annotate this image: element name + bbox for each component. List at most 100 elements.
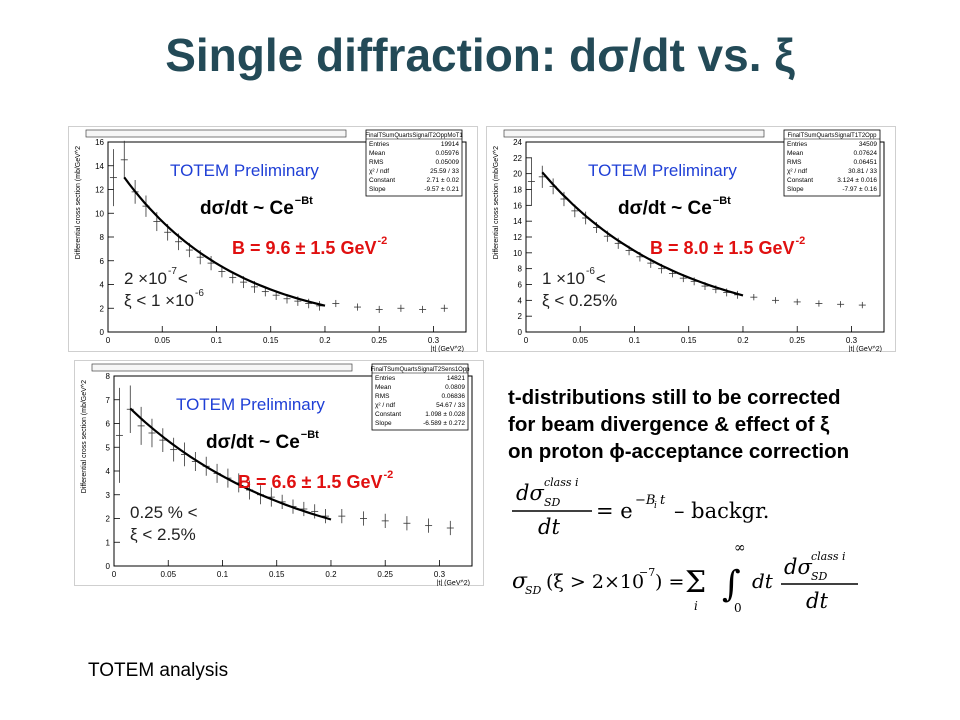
stats-value: 0.07624 — [854, 150, 878, 157]
x-tick-label: 0.2 — [737, 336, 749, 345]
stats-label: Mean — [375, 384, 392, 391]
stats-value: 19914 — [441, 141, 459, 148]
y-tick-label: 4 — [106, 467, 111, 476]
stats-label: Entries — [369, 141, 390, 148]
label-range-upper: ξ < 2.5% — [130, 525, 196, 544]
f2-int-lower: 0 — [734, 601, 742, 615]
label-range-lower: 0.25 % < — [130, 503, 198, 522]
y-tick-label: 18 — [513, 186, 522, 195]
label-preliminary: TOTEM Preliminary — [170, 161, 319, 180]
stats-label: RMS — [369, 159, 384, 166]
label-slope-B-exponent: -2 — [795, 235, 805, 247]
label-range-lower-tail: < — [596, 269, 606, 288]
y-tick-label: 20 — [513, 170, 522, 179]
y-tick-label: 8 — [518, 265, 523, 274]
y-tick-label: 16 — [95, 138, 104, 147]
stats-value: 0.05009 — [436, 159, 460, 166]
y-tick-label: 8 — [100, 233, 105, 242]
f1-den: dt — [538, 515, 560, 539]
stats-box — [365, 129, 463, 197]
stats-label: Mean — [787, 150, 804, 157]
f2-dt: dt — [752, 569, 774, 593]
stats-value: -7.97 ± 0.16 — [842, 186, 877, 193]
y-tick-label: 4 — [518, 296, 523, 305]
stats-value: 25.59 / 33 — [430, 168, 459, 175]
label-slope-B: B = 8.0 ± 1.5 GeV — [650, 238, 794, 258]
stats-label: χ² / ndf — [369, 168, 389, 175]
stats-box — [371, 363, 469, 431]
stats-title: FinalTSumQuartsSignalT2OppMoT1 — [365, 133, 463, 139]
f1-tail: – backgr. — [674, 499, 769, 523]
f2-int-upper: ∞ — [734, 540, 746, 556]
stats-value: 14821 — [447, 375, 465, 382]
stats-label: χ² / ndf — [787, 168, 807, 175]
label-formula-exponent: −Bt — [295, 195, 313, 207]
stats-label: Slope — [787, 186, 804, 193]
stats-value: 3.124 ± 0.016 — [837, 177, 877, 184]
stats-label: Entries — [787, 141, 808, 148]
f2-den: dt — [806, 589, 828, 613]
label-slope-B: B = 6.6 ± 1.5 GeV — [238, 472, 382, 492]
f2-cond: (ξ > 2×10 — [546, 571, 644, 593]
y-tick-label: 5 — [106, 443, 111, 452]
label-formula-exponent: −Bt — [301, 429, 319, 441]
label-preliminary: TOTEM Preliminary — [588, 161, 737, 180]
label-range-upper: ξ < 1 ×10 — [124, 291, 194, 310]
y-tick-label: 6 — [518, 281, 523, 290]
stats-value: 0.06451 — [854, 159, 878, 166]
y-tick-label: 6 — [100, 257, 105, 266]
header-box — [503, 129, 765, 138]
y-tick-label: 16 — [513, 201, 522, 210]
f2-sigma-sub: SD — [525, 584, 542, 597]
label-range-lower-tail: < — [178, 269, 188, 288]
label-range-upper: ξ < 0.25% — [542, 291, 617, 310]
x-axis-label: |t| (GeV^2) — [437, 580, 470, 586]
x-tick-label: 0.25 — [789, 336, 805, 345]
f2-cond-close: ) = — [655, 571, 684, 593]
label-range-lower: 1 ×10 — [542, 269, 585, 288]
f1-rhs: = e — [596, 499, 633, 523]
stats-label: Constant — [375, 411, 401, 418]
x-tick-label: 0.25 — [377, 570, 393, 579]
note-line-3: on proton ϕ-acceptance correction — [508, 440, 850, 463]
f2-num-sup: class i — [811, 550, 846, 563]
f1-num: dσ — [516, 481, 544, 505]
slide-title: Single diffraction: dσ/dt vs. ξ — [165, 29, 795, 81]
f1-exp-t: t — [660, 493, 666, 508]
y-tick-label: 3 — [106, 491, 111, 500]
y-tick-label: 4 — [100, 281, 105, 290]
y-tick-label: 7 — [106, 396, 111, 405]
x-tick-label: 0.15 — [681, 336, 697, 345]
stats-label: RMS — [375, 393, 390, 400]
label-slope-B-exponent: -2 — [383, 469, 393, 481]
f1-exp-sub: i — [654, 501, 657, 511]
y-tick-label: 2 — [100, 304, 105, 313]
x-tick-label: 0.2 — [319, 336, 331, 345]
header-box — [91, 363, 353, 372]
f2-num: dσ — [784, 555, 812, 579]
chart-panel-1: 0 0.05 0.1 0.15 0.2 0.25 0.3 0 2 4 6 8 10 12 14 16 |t| (… — [68, 126, 478, 352]
stats-label: Constant — [369, 177, 395, 184]
stats-value: 1.098 ± 0.028 — [425, 411, 465, 418]
stats-title: FinalTSumQuartsSignalT2Sens1Opp — [370, 367, 470, 373]
x-axis-label: |t| (GeV^2) — [431, 346, 464, 352]
f1-exp: −B — [635, 493, 655, 508]
label-formula: dσ/dt ~ Ce — [618, 198, 712, 219]
label-formula: dσ/dt ~ Ce — [200, 198, 294, 219]
chart-panel-3: 0 0.05 0.1 0.15 0.2 0.25 0.3 0 1 2 3 4 5 6 7 8 |t| (GeV^… — [74, 360, 484, 586]
x-tick-label: 0.15 — [269, 570, 285, 579]
stats-label: Mean — [369, 150, 386, 157]
label-formula: dσ/dt ~ Ce — [206, 432, 300, 453]
stats-box — [783, 129, 881, 197]
y-tick-label: 12 — [513, 233, 522, 242]
stats-label: Slope — [369, 186, 386, 193]
x-axis-label: |t| (GeV^2) — [849, 346, 882, 352]
y-tick-label: 0 — [518, 328, 523, 337]
label-range-upper-exponent: -6 — [195, 288, 204, 299]
label-slope-B-exponent: -2 — [377, 235, 387, 247]
note-line-1: t-distributions still to be corrected — [508, 386, 841, 409]
formulas: dσ class i SD dt = e −B i t – backgr. σ … — [512, 476, 858, 615]
f2-sigma: σ — [512, 569, 528, 594]
x-tick-label: 0.2 — [325, 570, 337, 579]
f2-cond-exp: −7 — [639, 566, 655, 579]
